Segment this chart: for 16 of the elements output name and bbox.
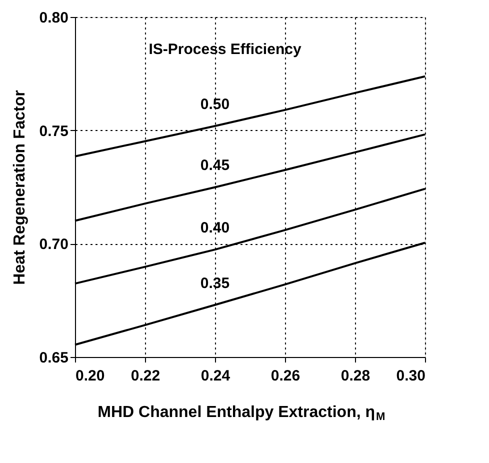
legend-title: IS-Process Efficiency (148, 41, 302, 58)
y-tick-label: 0.75 (39, 122, 68, 140)
y-axis-title: Heat Regeneration Factor (11, 90, 28, 285)
y-tick-label: 0.65 (39, 350, 68, 366)
x-tick-label: 0.20 (76, 368, 105, 384)
x-tick-label: 0.26 (270, 368, 300, 384)
y-tick-label: 0.70 (39, 236, 68, 254)
y-tick-label: 0.80 (39, 10, 68, 26)
series-label: 0.40 (200, 220, 230, 237)
x-tick-label: 0.28 (340, 368, 370, 384)
series-label: 0.45 (200, 157, 230, 174)
x-tick-label: 0.22 (130, 368, 160, 384)
x-tick-label: 0.30 (396, 368, 426, 384)
series-label: 0.35 (200, 274, 230, 292)
series-label: 0.50 (200, 96, 230, 114)
x-tick-label: 0.24 (200, 368, 231, 384)
